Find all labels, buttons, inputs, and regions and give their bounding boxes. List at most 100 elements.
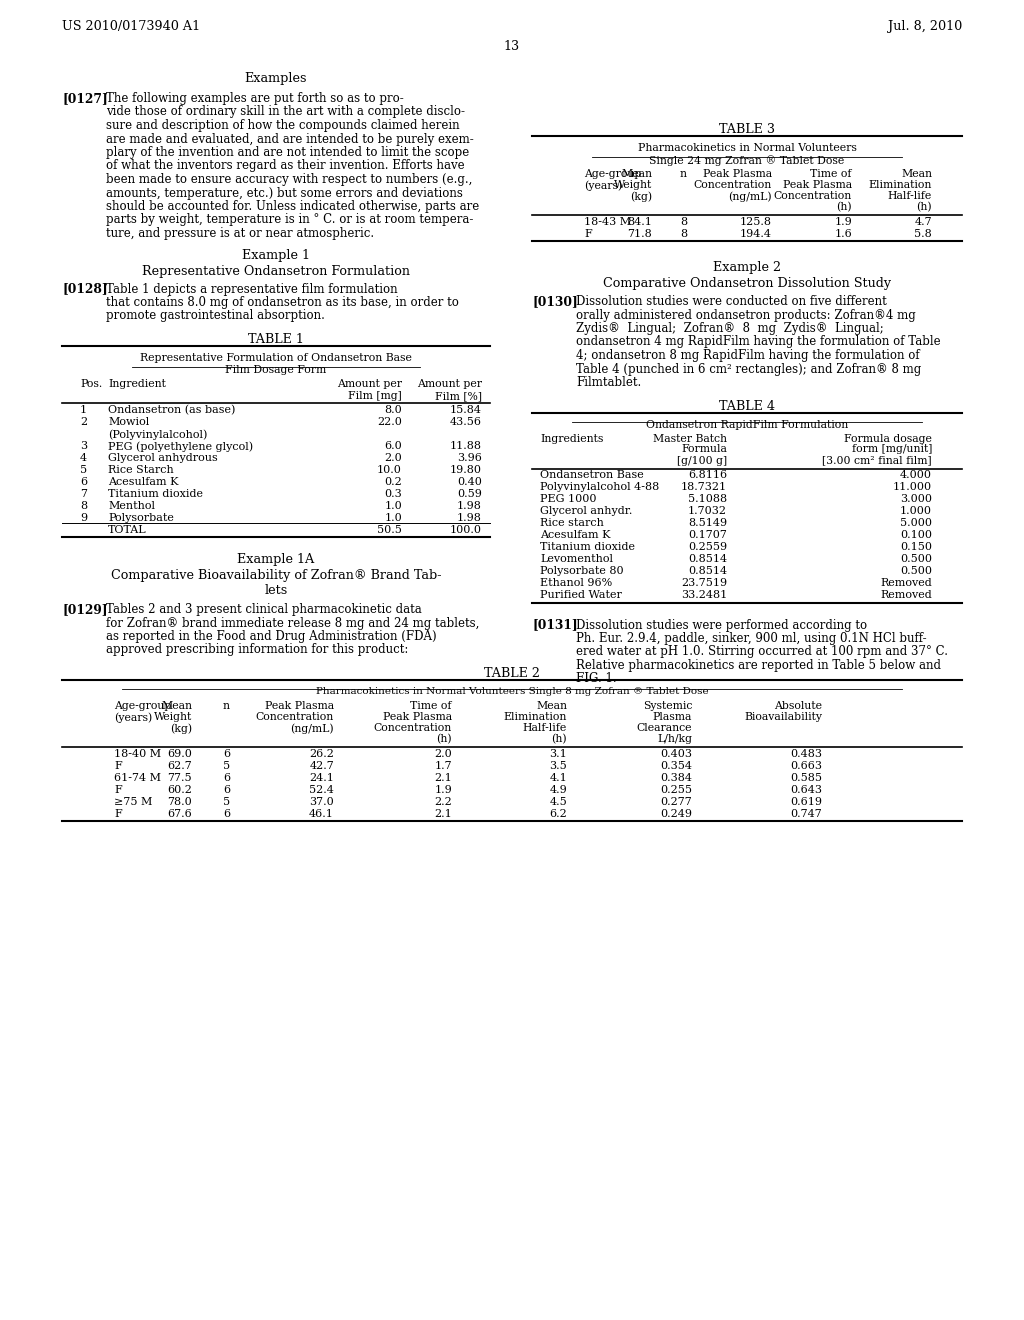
Text: 1.9: 1.9 bbox=[434, 785, 452, 795]
Text: amounts, temperature, etc.) but some errors and deviations: amounts, temperature, etc.) but some err… bbox=[106, 186, 463, 199]
Text: [0130]: [0130] bbox=[532, 294, 578, 308]
Text: 5.8: 5.8 bbox=[914, 228, 932, 239]
Text: Single 24 mg Zofran ® Tablet Dose: Single 24 mg Zofran ® Tablet Dose bbox=[649, 154, 845, 166]
Text: 0.384: 0.384 bbox=[660, 774, 692, 783]
Text: Tables 2 and 3 present clinical pharmacokinetic data: Tables 2 and 3 present clinical pharmaco… bbox=[106, 603, 422, 616]
Text: Example 1: Example 1 bbox=[242, 248, 310, 261]
Text: (kg): (kg) bbox=[170, 723, 193, 734]
Text: 0.500: 0.500 bbox=[900, 566, 932, 577]
Text: 4.7: 4.7 bbox=[914, 216, 932, 227]
Text: 4.5: 4.5 bbox=[549, 797, 567, 807]
Text: Concentration: Concentration bbox=[774, 191, 852, 201]
Text: parts by weight, temperature is in ° C. or is at room tempera-: parts by weight, temperature is in ° C. … bbox=[106, 214, 473, 227]
Text: Peak Plasma: Peak Plasma bbox=[783, 180, 852, 190]
Text: [0131]: [0131] bbox=[532, 619, 578, 631]
Text: Mean: Mean bbox=[901, 169, 932, 180]
Text: 1: 1 bbox=[80, 405, 87, 414]
Text: 3: 3 bbox=[80, 441, 87, 451]
Text: Mean: Mean bbox=[161, 701, 193, 711]
Text: TABLE 3: TABLE 3 bbox=[719, 123, 775, 136]
Text: Titanium dioxide: Titanium dioxide bbox=[540, 543, 635, 553]
Text: 0.3: 0.3 bbox=[384, 488, 402, 499]
Text: Ondansetron Base: Ondansetron Base bbox=[540, 470, 644, 480]
Text: Half-life: Half-life bbox=[888, 191, 932, 201]
Text: Weight: Weight bbox=[613, 180, 652, 190]
Text: 100.0: 100.0 bbox=[450, 525, 482, 535]
Text: Systemic: Systemic bbox=[643, 701, 692, 711]
Text: 24.1: 24.1 bbox=[309, 774, 334, 783]
Text: Removed: Removed bbox=[881, 590, 932, 601]
Text: ondansetron 4 mg RapidFilm having the formulation of Table: ondansetron 4 mg RapidFilm having the fo… bbox=[575, 335, 941, 348]
Text: Film Dosage Form: Film Dosage Form bbox=[225, 366, 327, 375]
Text: 0.150: 0.150 bbox=[900, 543, 932, 553]
Text: (h): (h) bbox=[436, 734, 452, 744]
Text: [0129]: [0129] bbox=[62, 603, 108, 616]
Text: TABLE 2: TABLE 2 bbox=[484, 667, 540, 680]
Text: Jul. 8, 2010: Jul. 8, 2010 bbox=[888, 20, 962, 33]
Text: ered water at pH 1.0. Stirring occurred at 100 rpm and 37° C.: ered water at pH 1.0. Stirring occurred … bbox=[575, 645, 948, 659]
Text: 3.5: 3.5 bbox=[549, 762, 567, 771]
Text: Table 4 (punched in 6 cm² rectangles); and Zofran® 8 mg: Table 4 (punched in 6 cm² rectangles); a… bbox=[575, 363, 922, 375]
Text: 18.7321: 18.7321 bbox=[681, 483, 727, 492]
Text: Elimination: Elimination bbox=[868, 180, 932, 190]
Text: lets: lets bbox=[264, 583, 288, 597]
Text: 5: 5 bbox=[223, 762, 230, 771]
Text: 1.9: 1.9 bbox=[835, 216, 852, 227]
Text: 194.4: 194.4 bbox=[740, 228, 772, 239]
Text: US 2010/0173940 A1: US 2010/0173940 A1 bbox=[62, 20, 200, 33]
Text: Representative Formulation of Ondansetron Base: Representative Formulation of Ondansetro… bbox=[140, 352, 412, 363]
Text: 7: 7 bbox=[80, 488, 87, 499]
Text: 6.8116: 6.8116 bbox=[688, 470, 727, 480]
Text: 62.7: 62.7 bbox=[167, 762, 193, 771]
Text: 6.0: 6.0 bbox=[384, 441, 402, 451]
Text: 1.0: 1.0 bbox=[384, 513, 402, 523]
Text: 61-74 M: 61-74 M bbox=[114, 774, 161, 783]
Text: 8: 8 bbox=[680, 228, 687, 239]
Text: (years): (years) bbox=[584, 180, 623, 190]
Text: are made and evaluated, and are intended to be purely exem-: are made and evaluated, and are intended… bbox=[106, 132, 474, 145]
Text: Film [mg]: Film [mg] bbox=[348, 391, 402, 401]
Text: 1.6: 1.6 bbox=[835, 228, 852, 239]
Text: promote gastrointestinal absorption.: promote gastrointestinal absorption. bbox=[106, 309, 325, 322]
Text: ≥75 M: ≥75 M bbox=[114, 797, 153, 807]
Text: Mean: Mean bbox=[536, 701, 567, 711]
Text: orally administered ondansetron products: Zofran®4 mg: orally administered ondansetron products… bbox=[575, 309, 915, 322]
Text: 0.255: 0.255 bbox=[660, 785, 692, 795]
Text: Dissolution studies were conducted on five different: Dissolution studies were conducted on fi… bbox=[575, 294, 887, 308]
Text: 3.000: 3.000 bbox=[900, 495, 932, 504]
Text: 0.663: 0.663 bbox=[790, 762, 822, 771]
Text: (h): (h) bbox=[551, 734, 567, 744]
Text: Amount per: Amount per bbox=[337, 379, 402, 389]
Text: 33.2481: 33.2481 bbox=[681, 590, 727, 601]
Text: 13: 13 bbox=[504, 40, 520, 53]
Text: 8.0: 8.0 bbox=[384, 405, 402, 414]
Text: 1.7: 1.7 bbox=[434, 762, 452, 771]
Text: Filmtablet.: Filmtablet. bbox=[575, 376, 641, 389]
Text: 0.643: 0.643 bbox=[790, 785, 822, 795]
Text: Mean: Mean bbox=[621, 169, 652, 180]
Text: 0.747: 0.747 bbox=[791, 809, 822, 818]
Text: 37.0: 37.0 bbox=[309, 797, 334, 807]
Text: Ethanol 96%: Ethanol 96% bbox=[540, 578, 612, 589]
Text: Formula: Formula bbox=[681, 445, 727, 454]
Text: Time of: Time of bbox=[411, 701, 452, 711]
Text: 5.1088: 5.1088 bbox=[688, 495, 727, 504]
Text: Age-group: Age-group bbox=[584, 169, 641, 180]
Text: Pharmacokinetics in Normal Volunteers Single 8 mg Zofran ® Tablet Dose: Pharmacokinetics in Normal Volunteers Si… bbox=[315, 686, 709, 696]
Text: F: F bbox=[114, 762, 122, 771]
Text: 2: 2 bbox=[80, 417, 87, 426]
Text: Absolute: Absolute bbox=[774, 701, 822, 711]
Text: Film [%]: Film [%] bbox=[435, 391, 482, 401]
Text: 0.403: 0.403 bbox=[660, 748, 692, 759]
Text: approved prescribing information for this product:: approved prescribing information for thi… bbox=[106, 644, 409, 656]
Text: 1.000: 1.000 bbox=[900, 507, 932, 516]
Text: TABLE 4: TABLE 4 bbox=[719, 400, 775, 412]
Text: Pharmacokinetics in Normal Volunteers: Pharmacokinetics in Normal Volunteers bbox=[638, 143, 856, 153]
Text: TOTAL: TOTAL bbox=[108, 525, 146, 535]
Text: 0.8514: 0.8514 bbox=[688, 554, 727, 565]
Text: Ingredients: Ingredients bbox=[540, 433, 603, 444]
Text: 5.000: 5.000 bbox=[900, 519, 932, 528]
Text: 8: 8 bbox=[80, 502, 87, 511]
Text: vide those of ordinary skill in the art with a complete disclo-: vide those of ordinary skill in the art … bbox=[106, 106, 465, 119]
Text: 60.2: 60.2 bbox=[167, 785, 193, 795]
